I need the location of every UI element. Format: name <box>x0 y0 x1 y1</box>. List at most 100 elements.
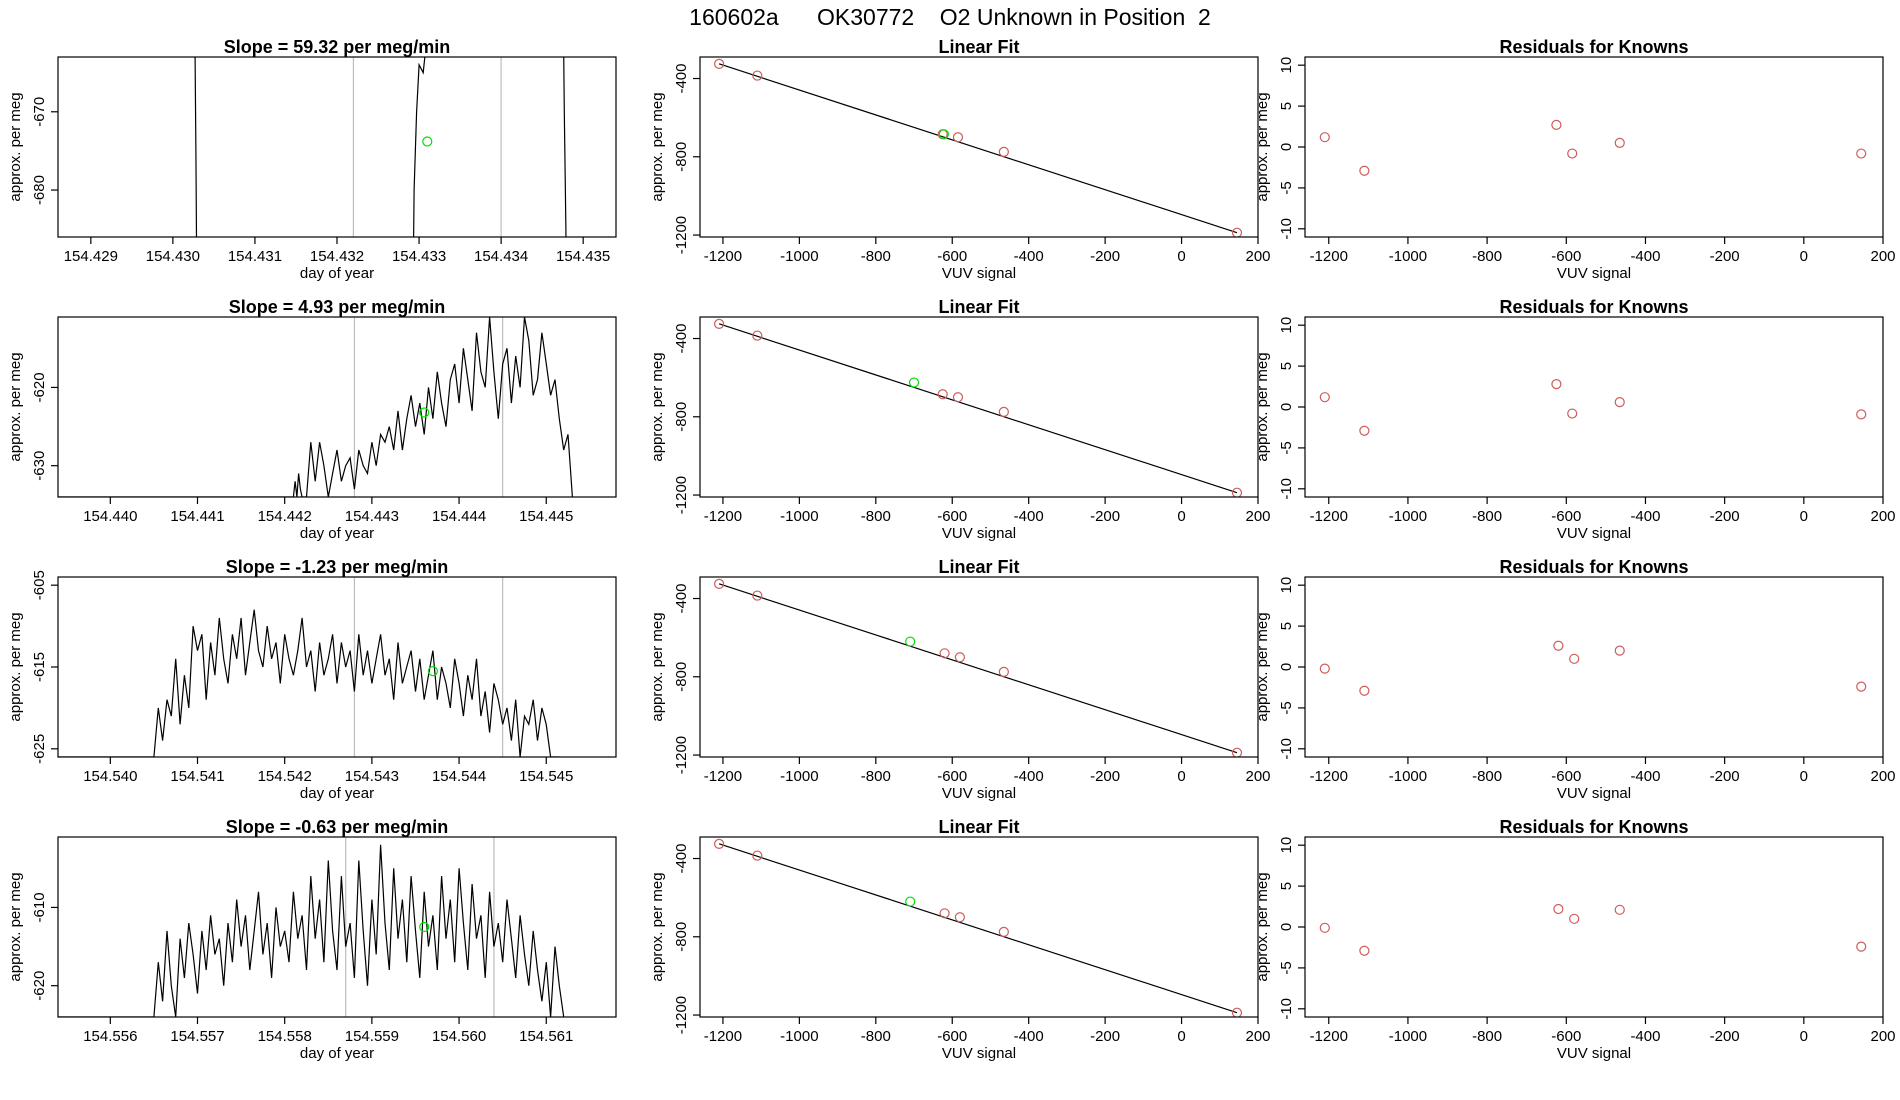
known-point <box>1614 137 1625 149</box>
x-tick-label: -600 <box>937 1028 967 1045</box>
y-tick-label: -10 <box>1278 738 1295 760</box>
unknown-point <box>419 921 430 933</box>
plot-frame <box>57 56 617 238</box>
known-point <box>1567 148 1578 159</box>
x-tick-label: -1000 <box>780 508 818 525</box>
y-axis-label: approx. per meg <box>1254 92 1271 201</box>
x-tick-label: -400 <box>1014 1028 1044 1045</box>
y-tick-label: 5 <box>1278 362 1295 370</box>
x-tick-label: 154.557 <box>170 1028 224 1045</box>
y-tick-label: -1200 <box>673 476 690 514</box>
x-tick-label: 200 <box>1870 248 1895 265</box>
y-tick-label: -1200 <box>673 216 690 254</box>
y-tick-label: 10 <box>1278 837 1295 854</box>
y-tick-label: -5 <box>1278 701 1295 714</box>
y-tick-label: 0 <box>1278 143 1295 151</box>
known-point <box>998 146 1009 157</box>
plot-area <box>1319 119 1867 176</box>
plot-area <box>714 318 1243 497</box>
x-tick-label: 154.558 <box>258 1028 312 1045</box>
x-tick-label: -1200 <box>704 1028 742 1045</box>
panel-title: Residuals for Knowns <box>1499 37 1688 57</box>
panel-r2-c3: Residuals for Knowns-1200 -1000 -800 -600 -4… <box>1254 297 1896 542</box>
known-point <box>1359 945 1370 956</box>
x-tick-label: 154.443 <box>345 508 399 525</box>
unknown-point <box>905 896 916 907</box>
panel-r4-c3: Residuals for Knowns-1200 -1000 -800 -600 -4… <box>1254 817 1896 1062</box>
x-tick-label: -800 <box>1472 1028 1502 1045</box>
x-tick-label: -1000 <box>780 768 818 785</box>
x-tick-label: -400 <box>1014 508 1044 525</box>
known-point <box>752 70 763 81</box>
x-axis-label: VUV signal <box>942 1045 1016 1062</box>
x-tick-label: -1000 <box>1389 508 1427 525</box>
x-axis-label: VUV signal <box>942 785 1016 802</box>
plot-area <box>714 58 1243 237</box>
x-tick-label: 154.440 <box>83 508 137 525</box>
y-tick-label: -10 <box>1278 478 1295 500</box>
x-tick-label: 200 <box>1870 1028 1895 1045</box>
known-point <box>1319 663 1330 674</box>
x-tick-label: -1200 <box>704 768 742 785</box>
panel-r3-c3: Residuals for Knowns-1200 -1000 -800 -600 -4… <box>1254 557 1896 802</box>
data-trace <box>58 609 560 757</box>
known-point <box>1231 1007 1243 1017</box>
panel-title: Slope = -1.23 per meg/min <box>226 557 449 577</box>
panel-title: Linear Fit <box>938 37 1019 57</box>
x-tick-label: 200 <box>1245 1028 1270 1045</box>
x-tick-label: 200 <box>1245 508 1270 525</box>
x-tick-label: -1200 <box>704 508 742 525</box>
known-point <box>1551 378 1562 390</box>
x-tick-label: -600 <box>937 508 967 525</box>
x-tick-label: -200 <box>1090 768 1120 785</box>
y-tick-label: -680 <box>31 175 48 205</box>
x-tick-label: -600 <box>1551 508 1581 525</box>
x-tick-label: -400 <box>1014 248 1044 265</box>
plot-frame <box>1304 316 1884 498</box>
x-tick-label: -1000 <box>1389 1028 1427 1045</box>
x-tick-label: -1000 <box>780 248 818 265</box>
known-point <box>1359 165 1370 176</box>
known-point <box>1553 903 1564 915</box>
x-tick-label: -200 <box>1090 1028 1120 1045</box>
plot-frame <box>1304 576 1884 758</box>
known-point <box>939 908 950 919</box>
x-tick-label: 0 <box>1800 1028 1808 1045</box>
y-tick-label: 5 <box>1278 622 1295 630</box>
unknown-point <box>419 407 430 418</box>
x-tick-label: -600 <box>1551 248 1581 265</box>
y-tick-label: 10 <box>1278 577 1295 594</box>
x-tick-label: 154.560 <box>432 1028 486 1045</box>
x-tick-label: -200 <box>1090 248 1120 265</box>
known-point <box>714 578 725 589</box>
panel-r3-c2: Linear Fit -1200 -1000 -800 -600 -400 -200 0 200… <box>649 557 1271 802</box>
known-point <box>752 850 763 861</box>
x-tick-label: 154.561 <box>519 1028 573 1045</box>
x-axis-label: day of year <box>300 785 374 802</box>
panel-title: Slope = 4.93 per meg/min <box>229 297 446 317</box>
x-tick-label: 154.543 <box>345 768 399 785</box>
known-point <box>1614 904 1625 915</box>
x-tick-label: -800 <box>861 1028 891 1045</box>
y-tick-label: -5 <box>1278 441 1295 454</box>
unknown-point <box>938 129 949 140</box>
x-tick-label: 154.545 <box>519 768 573 785</box>
x-tick-label: -1200 <box>1310 1028 1348 1045</box>
y-tick-label: 10 <box>1278 57 1295 74</box>
known-point <box>998 926 1009 937</box>
y-tick-label: -800 <box>673 922 690 952</box>
panel-r1-c2: Linear Fit -1200 -1000 -800 -600 -400 -200 0 200… <box>649 37 1271 282</box>
unknown-point <box>908 377 920 388</box>
y-tick-label: -1200 <box>673 736 690 774</box>
x-tick-label: -800 <box>1472 248 1502 265</box>
y-tick-label: -400 <box>673 324 690 354</box>
x-tick-label: -200 <box>1710 768 1740 785</box>
x-tick-label: -200 <box>1710 248 1740 265</box>
x-tick-label: 0 <box>1177 768 1185 785</box>
panel-r2-c2: Linear Fit -1200 -1000 -800 -600 -400 -200 0 200… <box>649 297 1271 542</box>
plot-area <box>714 838 1243 1017</box>
plot-frame <box>699 576 1259 758</box>
x-axis-label: day of year <box>300 1045 374 1062</box>
fit-line <box>718 323 1238 494</box>
panel-title: Linear Fit <box>938 817 1019 837</box>
